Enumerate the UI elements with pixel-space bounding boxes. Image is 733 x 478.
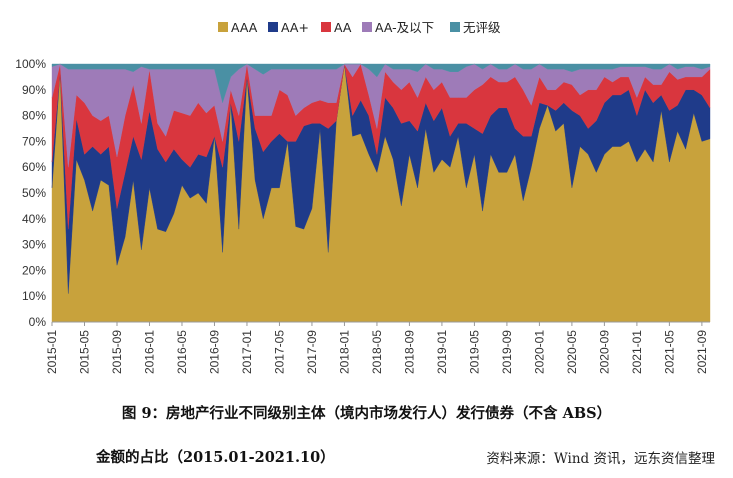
x-tick-label: 2015-05 (77, 330, 91, 374)
y-tick-label: 80% (22, 109, 46, 123)
x-tick-label: 2018-09 (402, 330, 416, 374)
x-tick-label: 2019-01 (435, 330, 449, 374)
series-area-4 (51, 63, 711, 104)
x-tick-label: 2019-09 (500, 330, 514, 374)
x-tick-label: 2021-01 (630, 330, 644, 374)
legend-label-2: AA (334, 20, 352, 35)
legend-label-0: AAA (231, 20, 258, 35)
y-tick-label: 0% (29, 315, 47, 329)
legend-label-3: AA-及以下 (375, 20, 434, 35)
legend-swatch-1 (268, 22, 278, 32)
source-note: 资料来源：Wind 资讯，远东资信整理 (486, 451, 715, 467)
x-tick-label: 2020-09 (597, 330, 611, 374)
legend-label-4: 无评级 (463, 20, 501, 35)
x-tick-label: 2015-01 (45, 330, 59, 374)
y-tick-label: 90% (22, 83, 46, 97)
legend-label-1: AA+ (281, 20, 309, 35)
figure-caption-line2: 金额的占比（2015.01-2021.10） (96, 449, 335, 466)
chart: AAA AA+ AA AA-及以下 无评级 0% 10% 20% 30% 40% 50% 60% 70… (15, 20, 711, 374)
legend-swatch-0 (218, 22, 228, 32)
x-tick-label: 2017-09 (305, 330, 319, 374)
x-tick-label: 2021-09 (695, 330, 709, 374)
y-tick-label: 40% (22, 212, 46, 226)
x-tick-label: 2016-01 (142, 330, 156, 374)
x-tick-label: 2018-01 (337, 330, 351, 374)
legend-swatch-4 (450, 22, 460, 32)
x-tick-label: 2017-01 (240, 330, 254, 374)
x-tick-label: 2021-05 (662, 330, 676, 374)
y-tick-label: 30% (22, 238, 46, 252)
y-tick-label: 100% (15, 57, 46, 71)
x-tick-label: 2016-05 (175, 330, 189, 374)
x-tick-label: 2019-05 (467, 330, 481, 374)
x-tick-label: 2017-05 (272, 330, 286, 374)
y-tick-label: 10% (22, 289, 46, 303)
x-tick-label: 2016-09 (207, 330, 221, 374)
y-tick-label: 60% (22, 160, 46, 174)
x-tick-label: 2020-05 (565, 330, 579, 374)
axes: 0% 10% 20% 30% 40% 50% 60% 70% 80% 90% 100% 2015-01… (15, 57, 710, 374)
x-tick-label: 2018-05 (370, 330, 384, 374)
x-tick-label: 2020-01 (532, 330, 546, 374)
y-tick-label: 20% (22, 263, 46, 277)
legend-swatch-3 (362, 22, 372, 32)
figure-caption-line1: 图 9：房地产行业不同级别主体（境内市场发行人）发行债券（不含 ABS） (121, 405, 612, 422)
y-tick-label: 50% (22, 186, 46, 200)
legend-swatch-2 (321, 22, 331, 32)
plot-areas (51, 63, 711, 323)
legend: AAA AA+ AA AA-及以下 无评级 (218, 20, 501, 35)
y-tick-label: 70% (22, 134, 46, 148)
x-tick-label: 2015-09 (110, 330, 124, 374)
